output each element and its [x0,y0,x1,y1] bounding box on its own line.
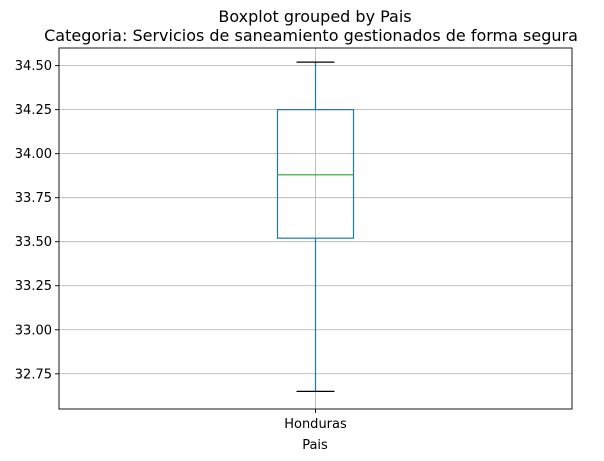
chart-title: Categoria: Servicios de saneamiento gest… [44,26,578,45]
axis-layer: 32.75 33.00 33.25 33.50 33.75 34.00 34.25 34.50… [15,47,573,432]
y-tick-label: 33.75 [15,191,52,206]
y-tick-label: 34.50 [15,59,52,74]
box-layer [276,61,355,392]
y-tick-label: 34.25 [15,103,52,118]
chart-suptitle: Boxplot grouped by Pais [218,7,411,26]
y-tick-label: 33.50 [15,235,52,250]
y-tick-label: 33.00 [15,323,52,338]
x-axis-label: Pais [302,438,328,453]
y-tick-label: 33.25 [15,279,52,294]
y-tick-label: 32.75 [15,367,52,382]
y-tick-label: 34.00 [15,147,52,162]
grid-layer [59,48,572,409]
box-iqr [276,109,355,239]
x-tick-label: Honduras [284,417,347,432]
